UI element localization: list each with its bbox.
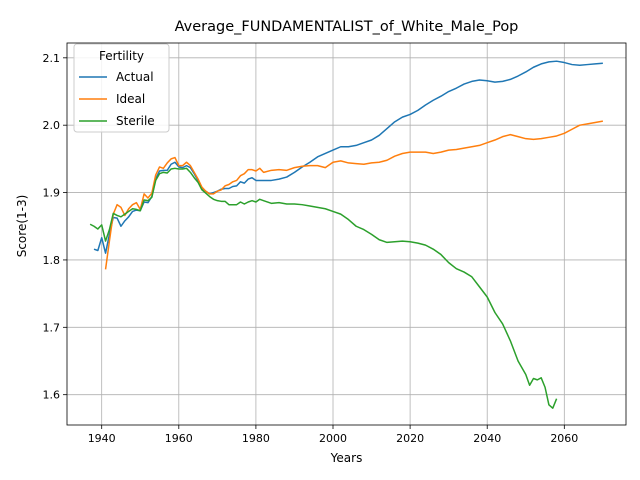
chart-title: Average_FUNDAMENTALIST_of_White_Male_Pop <box>175 19 519 35</box>
y-axis-label: Score(1-3) <box>15 195 29 258</box>
y-tick-label: 2.1 <box>43 52 61 65</box>
y-tick-label: 2.0 <box>43 119 61 132</box>
legend-label-ideal: Ideal <box>116 92 145 106</box>
y-tick-label: 1.8 <box>43 254 61 267</box>
y-tick-label: 1.6 <box>43 389 61 402</box>
x-tick-label: 1940 <box>88 432 116 445</box>
x-axis: 1940 1960 1980 2000 2020 2040 2060 <box>88 425 578 445</box>
legend-title: Fertility <box>99 49 144 63</box>
y-tick-label: 1.9 <box>43 187 61 200</box>
x-tick-label: 1980 <box>242 432 270 445</box>
plot-frame <box>66 42 627 426</box>
x-tick-label: 2020 <box>396 432 424 445</box>
legend-label-actual: Actual <box>116 70 154 84</box>
x-tick-label: 2000 <box>319 432 347 445</box>
legend-label-sterile: Sterile <box>116 114 155 128</box>
legend-box <box>73 43 170 133</box>
y-axis: 1.6 1.7 1.8 1.9 2.0 2.1 <box>43 52 67 402</box>
series-line-sterile <box>89 167 558 409</box>
x-tick-label: 2060 <box>550 432 578 445</box>
x-tick-label: 2040 <box>473 432 501 445</box>
series-lines <box>89 60 603 409</box>
series-line-ideal <box>104 120 603 270</box>
grid-lines <box>67 43 626 425</box>
y-tick-label: 1.7 <box>43 321 61 334</box>
legend: Fertility Actual Ideal Sterile <box>73 43 170 133</box>
x-axis-label: Years <box>330 451 363 465</box>
x-tick-label: 1960 <box>165 432 193 445</box>
